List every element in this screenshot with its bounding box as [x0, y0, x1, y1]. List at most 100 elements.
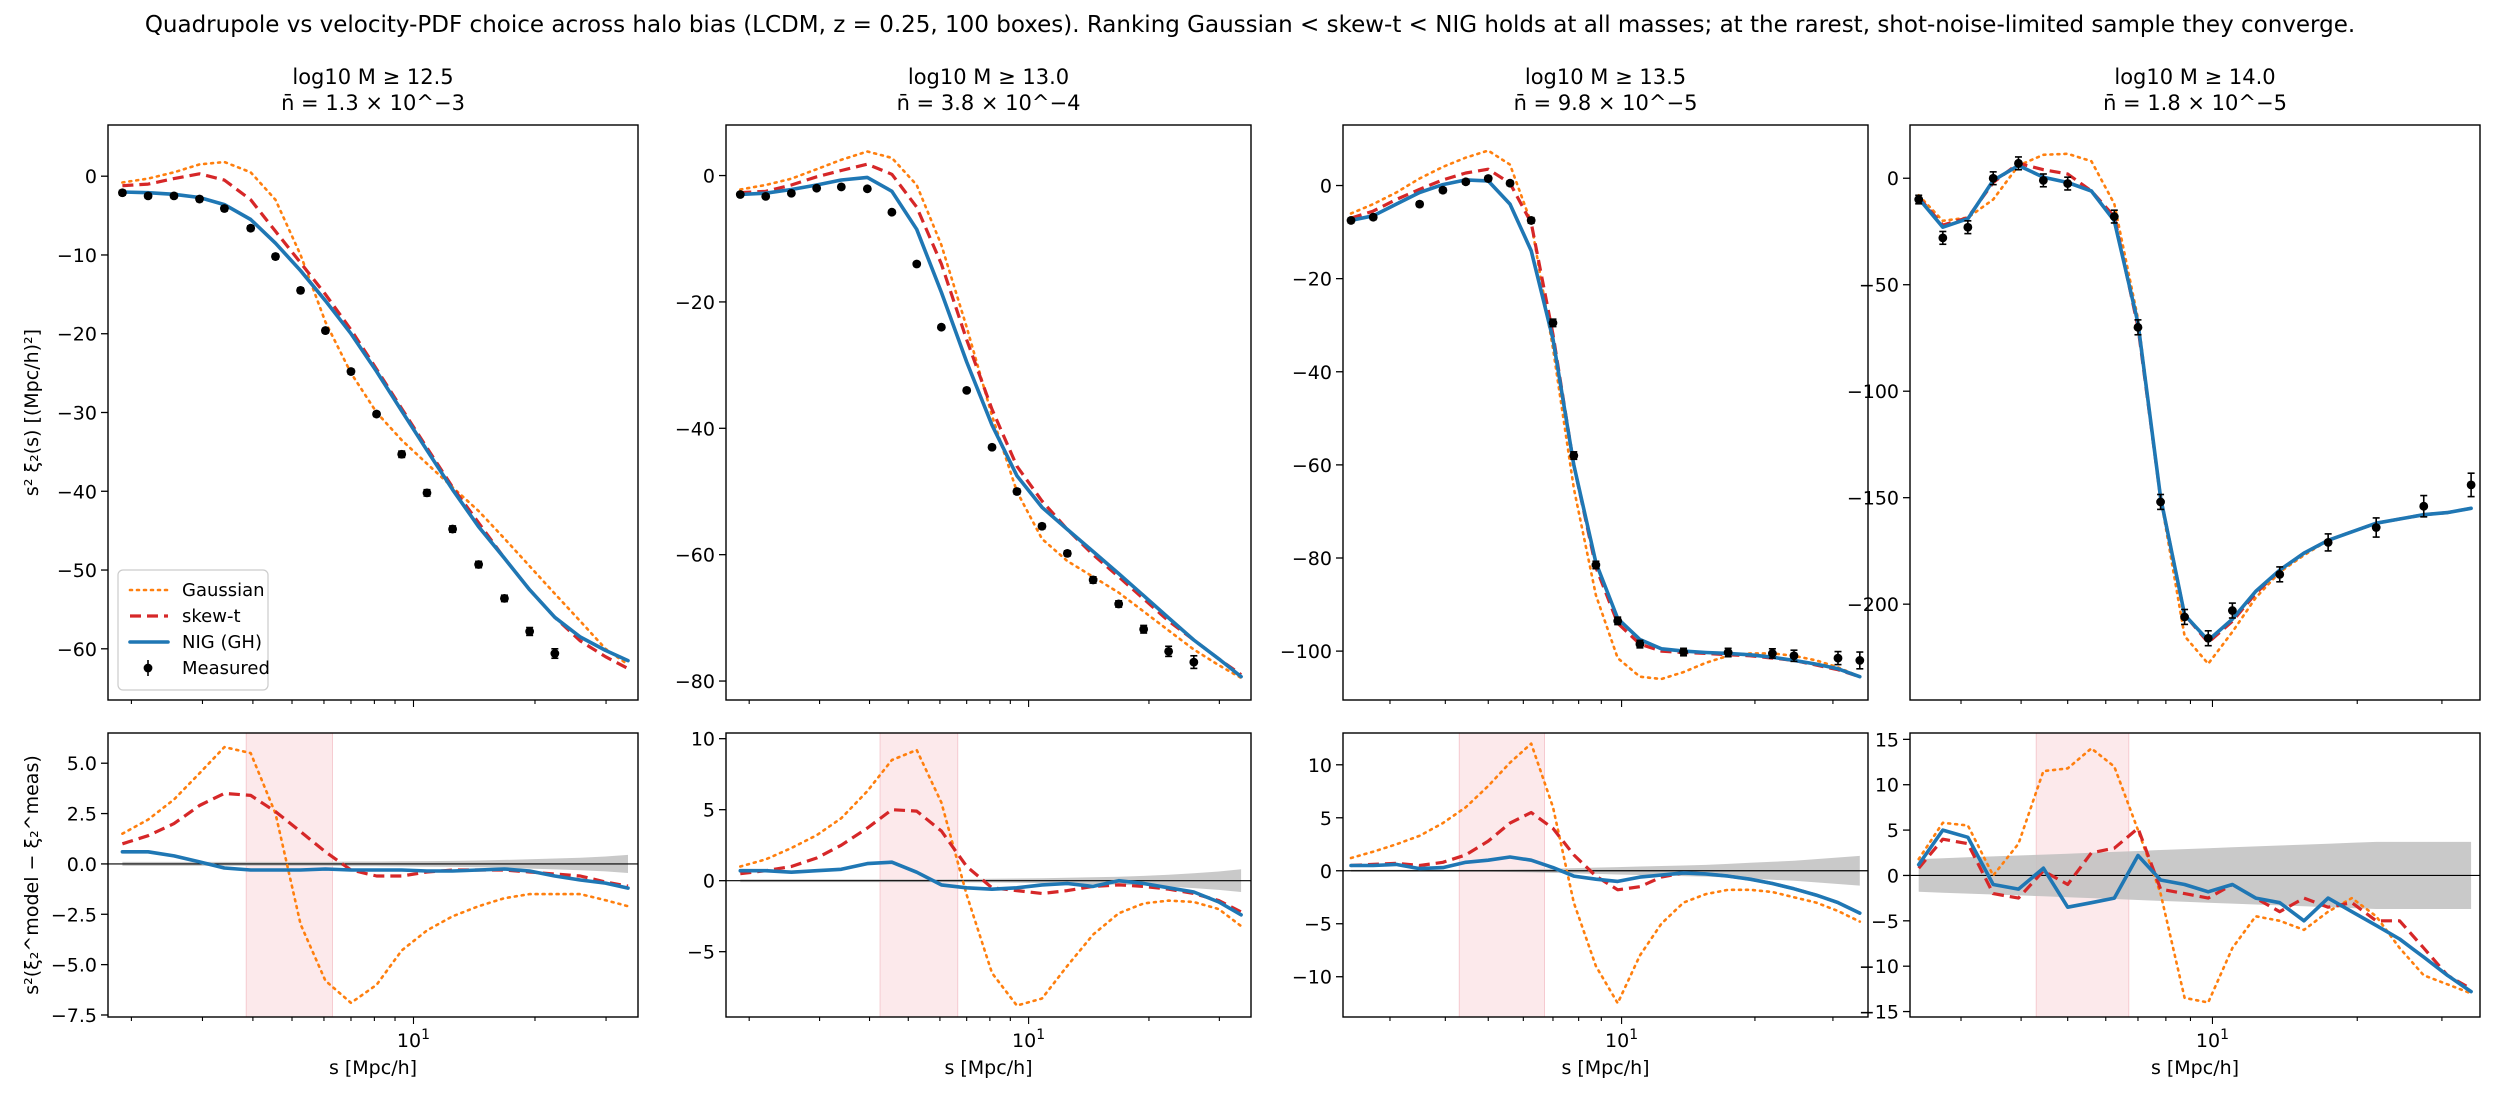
measured-point	[448, 524, 458, 534]
measured-point	[1346, 216, 1356, 225]
panel-title-density: n̄ = 1.8 × 10^−5	[2103, 91, 2287, 115]
measured-point	[1505, 178, 1515, 188]
series-line-gaussian	[1917, 152, 2473, 666]
y-tick-label: −40	[57, 481, 97, 503]
measured-point	[1062, 549, 1072, 558]
legend-marker-measured	[143, 663, 153, 673]
residual-plot-area: 5.0 2.5 0.0 −2.5 −5.0 −7.5 101 s [Mpc/h] s²(ξ₂^m…	[21, 732, 639, 1079]
measured-point	[346, 367, 356, 376]
measured-point	[1189, 657, 1199, 667]
panel-4: log10 M ≥ 14.0n̄ = 1.8 × 10^−50−50−100−1…	[1847, 65, 2481, 1079]
measured-point	[525, 627, 535, 636]
y-tick-label: −20	[1292, 269, 1332, 291]
residual-plot-frame	[725, 732, 1252, 1018]
residual-line-gaussian	[1917, 747, 2473, 1004]
main-plot-area: 0 −10 −20 −30 −40 −50 −60 s² ξ₂(s) [(Mpc/h)²] Ga…	[21, 124, 639, 707]
measured-point	[1963, 222, 1973, 232]
y-tick-label: −10	[57, 245, 97, 267]
legend-box	[117, 569, 269, 691]
panel-title-mass: log10 M ≥ 13.0	[908, 65, 1069, 89]
y-tick-label: −100	[1280, 641, 1332, 663]
measured-point	[1855, 656, 1865, 665]
series-line-nig-gh	[120, 190, 630, 663]
series-line-nig-gh	[1916, 163, 2473, 643]
measured-point	[1723, 648, 1733, 657]
series-line-nig-gh	[1349, 178, 1862, 679]
x-tick-label: 101	[1012, 1027, 1045, 1052]
y-tick-label: −150	[1847, 488, 1899, 510]
measured-point	[2323, 538, 2333, 547]
residual-line-gaussian	[739, 748, 1243, 1007]
measured-point	[987, 442, 997, 452]
y-tick-label: 5.0	[67, 753, 97, 775]
y-tick-label: 0	[85, 166, 97, 188]
series-line-skew-t	[740, 162, 1243, 677]
y-tick-label: −60	[675, 545, 715, 567]
measured-point	[1139, 624, 1149, 634]
measured-point	[474, 560, 484, 569]
highlight-span	[1458, 732, 1545, 1018]
measured-point	[195, 194, 204, 204]
main-plot-area: 0 −50 −100 −150 −200	[1847, 124, 2481, 707]
y-tick-label: −40	[675, 418, 715, 440]
measured-point	[296, 286, 305, 295]
measured-point	[246, 223, 256, 233]
legend-label: skew-t	[182, 606, 241, 627]
y-tick-label: −200	[1847, 594, 1899, 616]
measured-point	[321, 326, 330, 335]
residual-plot-frame	[107, 732, 639, 1018]
y-tick-label: 10	[1308, 755, 1332, 777]
series-line-nig-gh	[738, 175, 1243, 679]
measured-point	[372, 409, 381, 419]
measured-point	[2227, 606, 2237, 615]
measured-point	[812, 183, 822, 193]
measured-point	[862, 184, 872, 194]
x-tick-label: 101	[2196, 1027, 2229, 1052]
y-tick-label: 5	[1320, 808, 1332, 830]
residual-line-nig	[738, 860, 1243, 917]
main-plot-area: 0 −20 −40 −60 −80 −100	[1280, 124, 1869, 707]
x-axis-label: s [Mpc/h]	[2151, 1057, 2239, 1079]
y-tick-label: −80	[1292, 548, 1332, 570]
measured-point	[912, 259, 922, 269]
y-tick-label: −15	[1859, 1002, 1899, 1024]
measured-point	[1635, 639, 1645, 649]
residual-plot-frame	[1342, 732, 1869, 1018]
x-axis-label: s [Mpc/h]	[944, 1057, 1032, 1079]
panel-1: log10 M ≥ 12.5n̄ = 1.3 × 10^−3 0 −10 −20 −30…	[21, 65, 639, 1079]
y-tick-label: 5	[703, 800, 715, 822]
measured-point	[1438, 185, 1448, 195]
measured-point	[422, 488, 432, 498]
y-tick-label: −10	[1859, 956, 1899, 978]
y-tick-label: −7.5	[51, 1005, 97, 1027]
x-tick-label: 101	[397, 1027, 430, 1052]
main-plot-frame	[107, 124, 639, 701]
measured-point	[2156, 497, 2165, 507]
main-plot-frame	[1909, 124, 2481, 701]
y-tick-label: 0	[703, 871, 715, 893]
y-tick-label: −50	[1859, 275, 1899, 297]
y-tick-label: −20	[675, 292, 715, 314]
x-tick-label: 101	[1605, 1027, 1638, 1052]
y-axis-label-residual: s²(ξ₂^model − ξ₂^meas)	[21, 755, 43, 995]
panel-title-density: n̄ = 1.3 × 10^−3	[281, 91, 465, 115]
series-line-skew-t	[1350, 167, 1861, 679]
measured-point	[761, 192, 771, 201]
measured-point	[1988, 173, 1998, 183]
panel-title-density: n̄ = 9.8 × 10^−5	[1514, 91, 1698, 115]
measured-point	[786, 188, 796, 198]
measured-point	[1012, 487, 1022, 496]
y-tick-label: 0	[1887, 168, 1899, 190]
measured-point	[1767, 649, 1777, 658]
measured-point	[1548, 318, 1558, 328]
measured-point	[2466, 480, 2476, 490]
measured-point	[1526, 216, 1536, 225]
figure-suptitle: Quadrupole vs velocity-PDF choice across…	[145, 12, 2355, 38]
measured-point	[220, 204, 229, 213]
y-tick-label: 0	[1320, 861, 1332, 883]
legend-label: Measured	[182, 658, 270, 679]
main-plot-frame	[725, 124, 1252, 701]
measured-point	[1415, 199, 1425, 209]
measured-point	[1037, 521, 1047, 531]
